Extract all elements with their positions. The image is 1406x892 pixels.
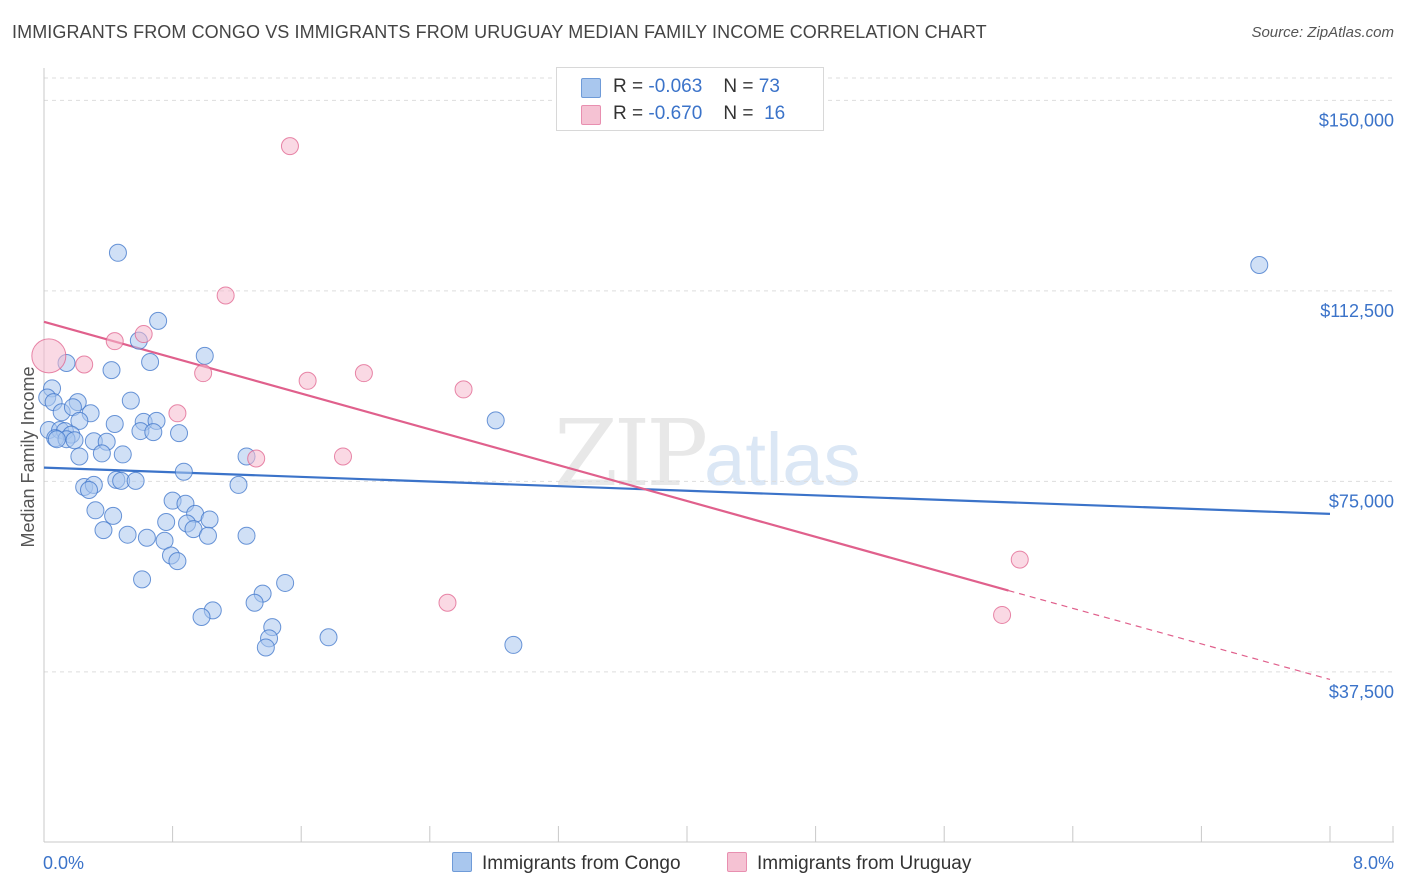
point-congo xyxy=(70,447,89,466)
trend-line-uruguay-extension xyxy=(1008,589,1331,681)
legend-congo-r-label: R = xyxy=(613,76,644,97)
point-congo xyxy=(504,635,523,654)
bottom-legend-uruguay: Immigrants from Uruguay xyxy=(727,852,971,875)
legend-uruguay-n-label: N = xyxy=(723,103,754,124)
point-congo xyxy=(92,444,111,463)
legend-uruguay-n-value: 16 xyxy=(764,103,786,124)
y-tick-label: $37,500 xyxy=(1329,682,1394,702)
point-uruguay xyxy=(194,364,213,383)
point-congo xyxy=(486,411,505,430)
trend-line-congo xyxy=(43,466,1331,515)
bottom-legend-uruguay-label: Immigrants from Uruguay xyxy=(757,853,972,874)
point-uruguay xyxy=(31,338,67,374)
y-tick-label: $112,500 xyxy=(1320,301,1394,321)
point-congo xyxy=(47,430,66,449)
point-congo xyxy=(174,462,193,481)
bottom-legend-congo: Immigrants from Congo xyxy=(452,852,681,875)
point-congo xyxy=(170,424,189,443)
bottom-legend-swatch-uruguay xyxy=(727,852,747,872)
point-congo xyxy=(105,414,124,433)
point-congo xyxy=(118,525,137,544)
point-uruguay xyxy=(216,286,235,305)
point-congo xyxy=(141,352,160,371)
point-congo xyxy=(319,628,338,647)
point-congo xyxy=(198,526,217,545)
point-congo xyxy=(86,501,105,520)
point-uruguay xyxy=(1010,550,1029,569)
legend-uruguay-r-value: -0.670 xyxy=(648,103,703,124)
point-congo xyxy=(102,361,121,380)
point-uruguay xyxy=(354,364,373,383)
point-uruguay xyxy=(333,447,352,466)
point-uruguay xyxy=(280,137,299,156)
x-tick-max: 8.0% xyxy=(1353,853,1394,873)
x-tick-min: 0.0% xyxy=(43,853,84,873)
correlation-legend: R = -0.063 N = 73 R = -0.670 N = 16 xyxy=(556,67,824,131)
legend-uruguay-r-label: R = xyxy=(613,103,644,124)
y-tick-label: $150,000 xyxy=(1319,110,1394,130)
legend-congo-n-value: 73 xyxy=(758,76,780,97)
point-congo xyxy=(157,512,176,531)
bottom-legend-congo-label: Immigrants from Congo xyxy=(482,853,681,874)
point-congo xyxy=(104,506,123,525)
point-congo xyxy=(144,423,163,442)
chart-title: IMMIGRANTS FROM CONGO VS IMMIGRANTS FROM… xyxy=(12,22,987,42)
point-uruguay xyxy=(247,449,266,468)
source-label: Source: ZipAtlas.com xyxy=(1251,24,1394,41)
point-uruguay xyxy=(75,355,94,374)
point-congo xyxy=(192,607,211,626)
point-congo xyxy=(137,528,156,547)
point-congo xyxy=(245,593,264,612)
point-congo xyxy=(113,445,132,464)
legend-congo-r-value: -0.063 xyxy=(648,76,703,97)
data-points xyxy=(31,137,1269,657)
trend-lines xyxy=(43,320,1331,681)
point-congo xyxy=(200,510,219,529)
point-congo xyxy=(229,475,248,494)
legend-swatch-congo xyxy=(581,78,601,98)
y-axis-label: Median Family Income xyxy=(18,366,38,547)
point-congo xyxy=(133,570,152,589)
point-uruguay xyxy=(168,404,187,423)
point-congo xyxy=(65,431,84,450)
point-congo xyxy=(80,480,99,499)
point-uruguay xyxy=(438,593,457,612)
legend-congo-n-label: N = xyxy=(723,76,754,97)
point-congo xyxy=(121,391,140,410)
axes xyxy=(43,68,1394,843)
legend-swatch-uruguay xyxy=(581,105,601,125)
trend-line-uruguay xyxy=(43,320,1009,592)
bottom-legend-swatch-congo xyxy=(452,852,472,872)
point-uruguay xyxy=(454,380,473,399)
point-congo xyxy=(94,521,113,540)
y-tick-labels: $37,500 $75,000 $112,500 $150,000 xyxy=(1319,110,1394,701)
point-congo xyxy=(126,471,145,490)
point-congo xyxy=(149,311,168,330)
point-congo xyxy=(256,638,275,657)
point-congo xyxy=(237,526,256,545)
gridlines xyxy=(44,77,1394,673)
watermark-atlas: atlas xyxy=(704,418,861,501)
point-congo xyxy=(1250,255,1269,274)
point-congo xyxy=(70,411,89,430)
point-congo xyxy=(276,573,295,592)
point-congo xyxy=(108,243,127,262)
y-tick-label: $75,000 xyxy=(1329,491,1394,511)
point-congo xyxy=(195,346,214,365)
point-uruguay xyxy=(134,325,153,344)
point-uruguay xyxy=(298,371,317,390)
point-uruguay xyxy=(993,605,1012,624)
point-uruguay xyxy=(105,332,124,351)
point-congo xyxy=(168,552,187,571)
